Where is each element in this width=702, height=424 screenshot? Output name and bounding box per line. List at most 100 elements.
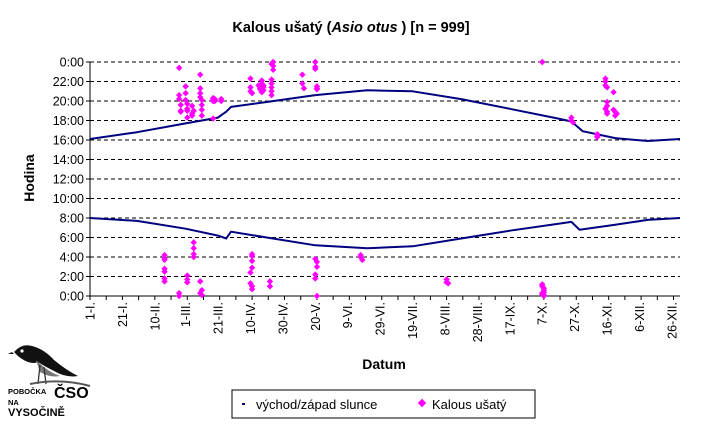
sun-curves — [89, 89, 681, 250]
owl-point — [266, 278, 274, 285]
owl-point — [266, 283, 274, 290]
y-tick-label: 0:00 — [60, 290, 84, 304]
owl-point — [359, 256, 366, 264]
x-tick-label: 19-VII. — [406, 302, 420, 339]
owl-point — [313, 258, 321, 266]
owl-point — [268, 76, 275, 83]
owl-point — [299, 71, 306, 78]
owl-point — [197, 278, 204, 285]
owl-point — [197, 90, 204, 97]
x-axis: 1-I. 21-I. 10-II. 1-III. 21-III. 10-IV. 30-IV.… — [84, 295, 680, 342]
owl-point — [161, 268, 168, 275]
owl-point — [611, 112, 619, 119]
owl-point — [602, 78, 609, 85]
chart-title: Kalous ušatý (Asio otus ) [n = 999] — [232, 20, 469, 36]
owl-point — [603, 98, 611, 106]
owl-point — [313, 86, 321, 93]
x-tick-label: 27-X. — [568, 302, 582, 332]
owl-point — [247, 269, 254, 276]
owl-point — [209, 115, 217, 122]
legend-box — [231, 389, 536, 419]
y-tick-label: 2:00 — [60, 270, 84, 284]
y-tick-label: 8:00 — [60, 212, 84, 226]
owl-point — [175, 95, 183, 103]
y-axis: 0:00 22:00 20:00 18:00 16:00 14:00 12:00 10:00 8… — [53, 56, 91, 304]
x-tick-label: 20-V. — [309, 302, 323, 331]
x-tick-label: 10-II. — [148, 302, 162, 331]
cso-logo: POBOČKA ČSO NA VYSOČINĚ — [8, 345, 91, 419]
owl-point — [313, 292, 321, 300]
owl-point — [177, 108, 184, 115]
y-tick-label: 20:00 — [53, 95, 84, 109]
y-tick-label: 10:00 — [53, 192, 84, 206]
y-tick-label: 16:00 — [53, 134, 84, 148]
legend-diamond-marker — [417, 398, 427, 408]
owl-point — [613, 110, 620, 117]
y-tick-label: 6:00 — [60, 231, 84, 245]
x-tick-label: 16-XI. — [601, 302, 615, 335]
owl-point — [184, 279, 191, 286]
owl-point — [312, 65, 319, 73]
owl-point — [260, 87, 267, 94]
y-tick-label: 4:00 — [60, 251, 84, 265]
owl-point — [198, 96, 206, 104]
owl-point — [248, 252, 256, 260]
owl-point — [161, 256, 168, 264]
owl-points — [161, 58, 620, 300]
owl-point — [594, 133, 601, 141]
owl-point — [248, 90, 256, 97]
owl-point — [248, 285, 256, 293]
x-tick-label: 21-III. — [212, 302, 226, 334]
y-tick-label: 0:00 — [60, 56, 84, 70]
owl-point — [603, 110, 611, 117]
owl-point — [175, 64, 183, 72]
x-tick-label: 1-I. — [84, 302, 98, 320]
legend: východ/západ slunce Kalous ušatý — [231, 389, 536, 419]
owl-point — [269, 66, 277, 73]
owl-point — [300, 85, 308, 92]
owl-point — [248, 264, 256, 271]
owl-point — [198, 291, 206, 299]
owl-point — [182, 96, 189, 104]
owl-point — [211, 96, 219, 104]
owl-point — [198, 112, 206, 119]
y-tick-label: 12:00 — [53, 173, 84, 187]
logo-big: ČSO — [54, 383, 89, 402]
owl-point — [539, 283, 546, 290]
owl-point — [539, 289, 546, 297]
owl-point — [198, 106, 206, 113]
x-tick-label: 1-III. — [179, 302, 193, 327]
owl-point — [268, 80, 275, 87]
sunrise-line — [89, 217, 681, 250]
owl-point — [184, 272, 191, 279]
owl-point — [175, 292, 183, 300]
owl-point — [268, 88, 275, 95]
logo-line2: NA — [8, 398, 19, 407]
owl-point — [184, 107, 191, 114]
owl-point — [161, 278, 168, 285]
owl-point — [268, 84, 275, 91]
owl-point — [197, 85, 204, 92]
x-tick-label: 30-IV. — [276, 302, 290, 334]
owl-point — [248, 257, 256, 265]
y-tick-label: 22:00 — [53, 75, 84, 89]
owl-point — [188, 102, 196, 110]
owl-point — [247, 75, 254, 82]
owl-point — [610, 89, 617, 96]
owl-point — [312, 58, 319, 66]
owl-point — [188, 112, 196, 119]
owl-point — [312, 271, 319, 278]
legend-line-marker — [242, 403, 245, 405]
x-tick-label: 17-IX. — [503, 302, 517, 335]
owl-point — [182, 90, 189, 97]
owl-point — [269, 58, 277, 66]
owl-point — [184, 100, 191, 108]
owl-point — [175, 91, 183, 99]
legend-label-sun: východ/západ slunce — [256, 397, 377, 412]
owl-point — [299, 80, 306, 87]
x-tick-label: 10-IV. — [244, 302, 258, 334]
owl-point — [569, 119, 577, 126]
owl-point — [268, 91, 275, 99]
x-axis-title: Datum — [362, 356, 406, 372]
owl-point — [184, 114, 191, 121]
